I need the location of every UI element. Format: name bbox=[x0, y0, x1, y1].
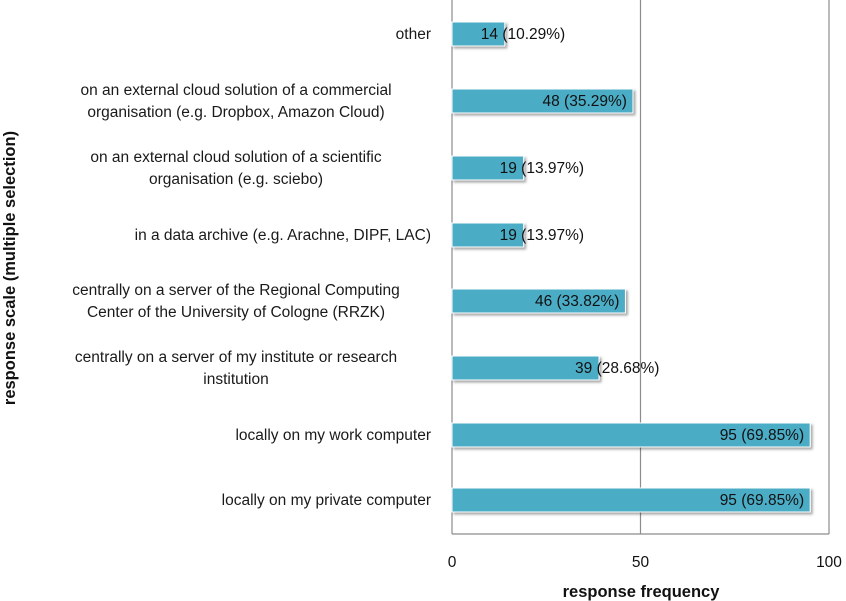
x-tick-label: 100 bbox=[816, 554, 842, 571]
category-label: locally on my private computer bbox=[222, 492, 431, 509]
gridlines bbox=[639, 0, 830, 534]
bar bbox=[451, 288, 626, 314]
data-label: 95 (69.85%) bbox=[720, 492, 804, 509]
bar bbox=[451, 487, 811, 513]
data-label: 39 (28.68%) bbox=[575, 360, 659, 377]
bar bbox=[451, 422, 811, 448]
data-label: 48 (35.29%) bbox=[543, 93, 627, 110]
bar bbox=[451, 88, 634, 114]
data-label: 46 (33.82%) bbox=[535, 293, 619, 310]
bar bbox=[451, 222, 525, 248]
y-axis-title: response scale (multiple selection) bbox=[1, 131, 19, 405]
data-label: 19 (13.97%) bbox=[500, 160, 584, 177]
bar bbox=[451, 355, 600, 381]
category-label: in a data archive (e.g. Arachne, DIPF, L… bbox=[135, 227, 431, 244]
bar bbox=[451, 21, 506, 47]
category-label: on an external cloud solution of a comme… bbox=[80, 82, 391, 121]
x-tick-label: 50 bbox=[632, 554, 650, 571]
data-label: 19 (13.97%) bbox=[500, 227, 584, 244]
category-label: on an external cloud solution of a scien… bbox=[90, 149, 381, 188]
category-label: other bbox=[396, 26, 431, 43]
category-label: locally on my work computer bbox=[235, 427, 431, 444]
x-axis-title: response frequency bbox=[563, 583, 721, 601]
data-label: 95 (69.85%) bbox=[720, 427, 804, 444]
data-label: 14 (10.29%) bbox=[481, 26, 565, 43]
labels: 0 50 100 14 (10.29%) other 48 (35.29%) on an e… bbox=[72, 26, 842, 571]
category-label: centrally on a server of my institute or… bbox=[75, 349, 397, 388]
category-label: centrally on a server of the Regional Co… bbox=[72, 282, 399, 321]
bars bbox=[451, 21, 811, 513]
x-tick-label: 0 bbox=[448, 554, 457, 571]
bar bbox=[451, 155, 525, 181]
